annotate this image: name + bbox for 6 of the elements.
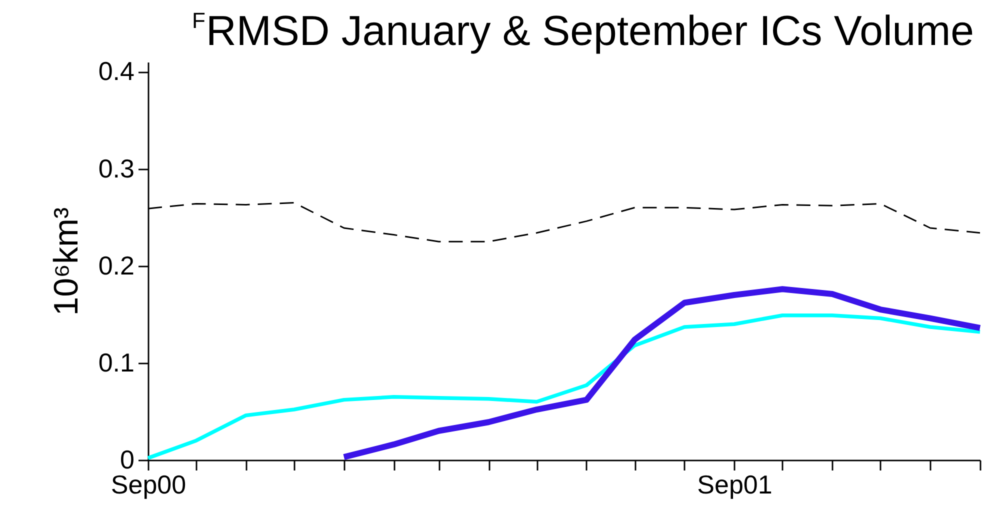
y-tick-label: 0.1 (98, 347, 134, 378)
y-tick-label: 0.3 (98, 153, 134, 184)
y-tick-label: 0.4 (98, 56, 134, 86)
x-tick-label: Sep01 (697, 470, 772, 500)
y-tick-label: 0.2 (98, 250, 134, 280)
y-axis-title: 10⁶km³ (47, 207, 86, 316)
